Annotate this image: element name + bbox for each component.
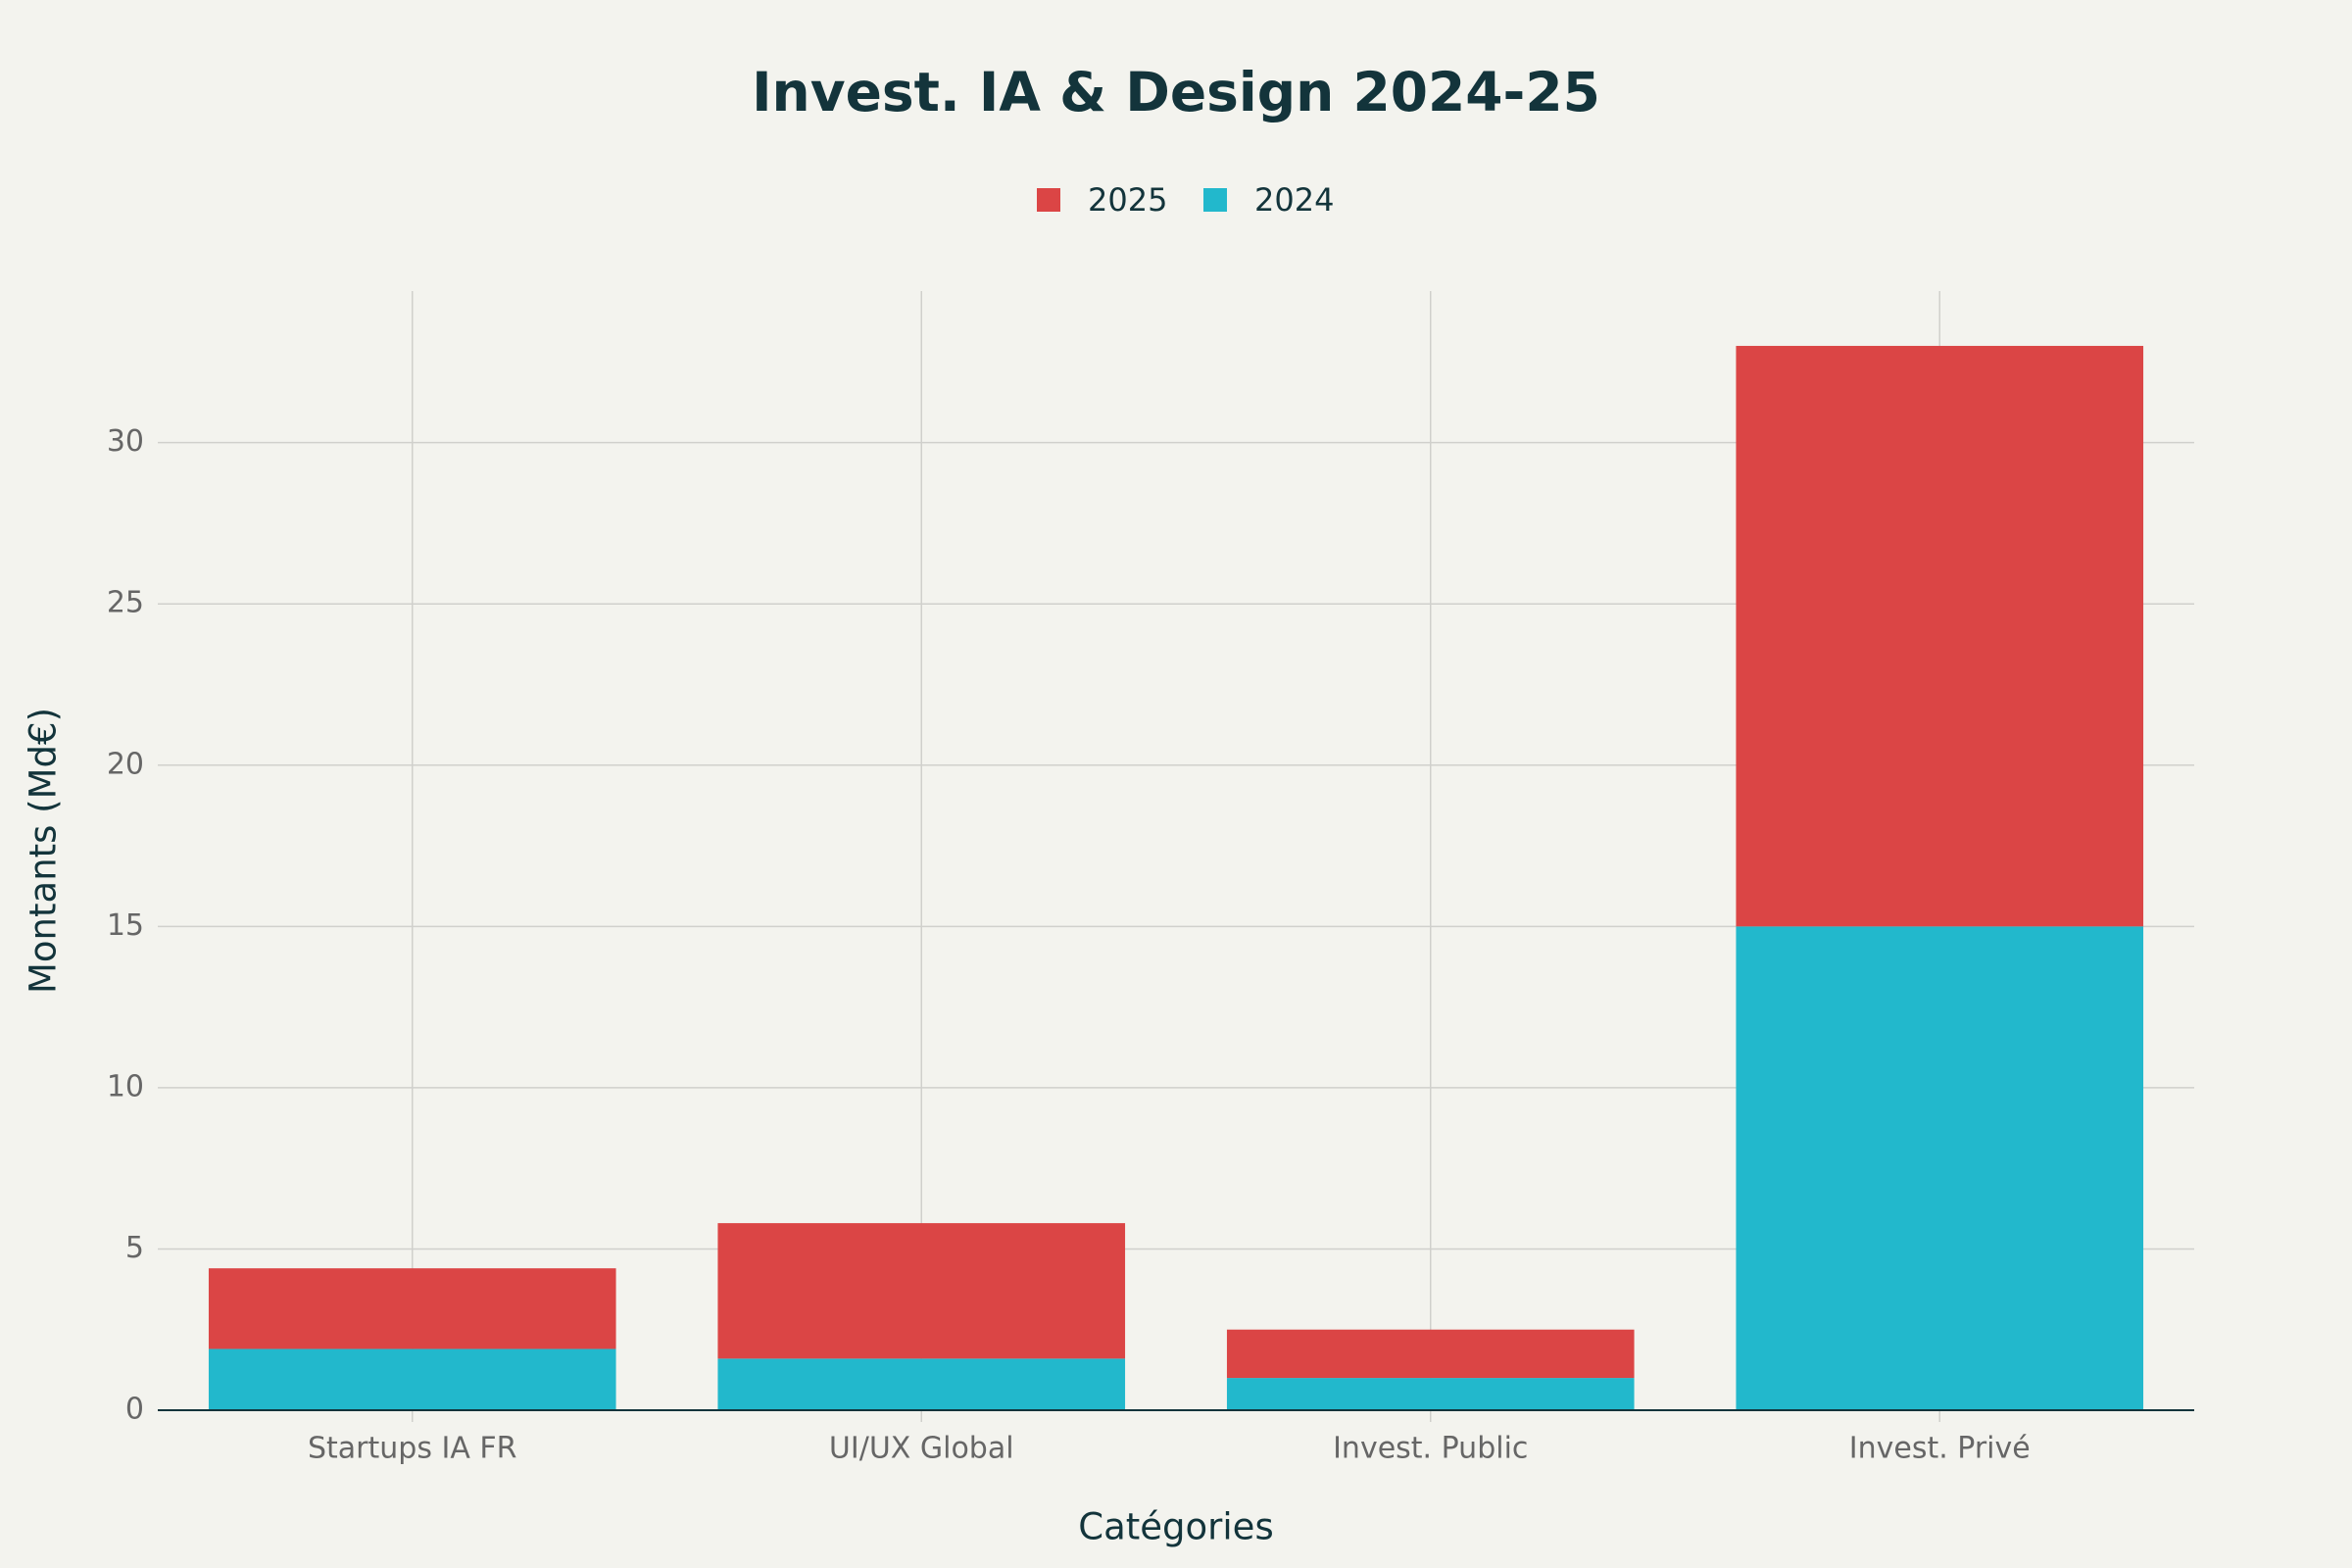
x-tick-label: Startups IA FR [308, 1432, 517, 1466]
chart-title: Invest. IA & Design 2024-25 [752, 61, 1600, 123]
bar-segment [717, 1223, 1126, 1359]
x-tick-label: UI/UX Global [829, 1432, 1014, 1466]
legend-swatch [1037, 188, 1060, 212]
y-tick-label: 25 [107, 586, 144, 620]
bar-segment [208, 1348, 616, 1410]
y-tick-label: 0 [125, 1393, 144, 1427]
x-tick-label: Invest. Public [1333, 1432, 1528, 1466]
legend-swatch [1203, 188, 1227, 212]
bar-segment [1736, 345, 2144, 927]
legend-label: 2025 [1088, 181, 1167, 219]
bar-segment [1736, 926, 2144, 1410]
y-tick-label: 20 [107, 747, 144, 781]
y-tick-label: 5 [125, 1231, 144, 1265]
bar-segment [717, 1358, 1126, 1410]
y-tick-label: 10 [107, 1069, 144, 1103]
legend-label: 2024 [1254, 181, 1334, 219]
y-axis-title: Montants (Md€) [23, 708, 65, 994]
x-tick-label: Invest. Privé [1849, 1432, 2031, 1466]
bar-segment [208, 1268, 616, 1349]
bar-segment [1226, 1329, 1635, 1379]
y-tick-label: 30 [107, 424, 144, 459]
y-tick-label: 15 [107, 908, 144, 943]
x-axis-title: Catégories [1078, 1506, 1273, 1548]
bar-segment [1226, 1378, 1635, 1410]
